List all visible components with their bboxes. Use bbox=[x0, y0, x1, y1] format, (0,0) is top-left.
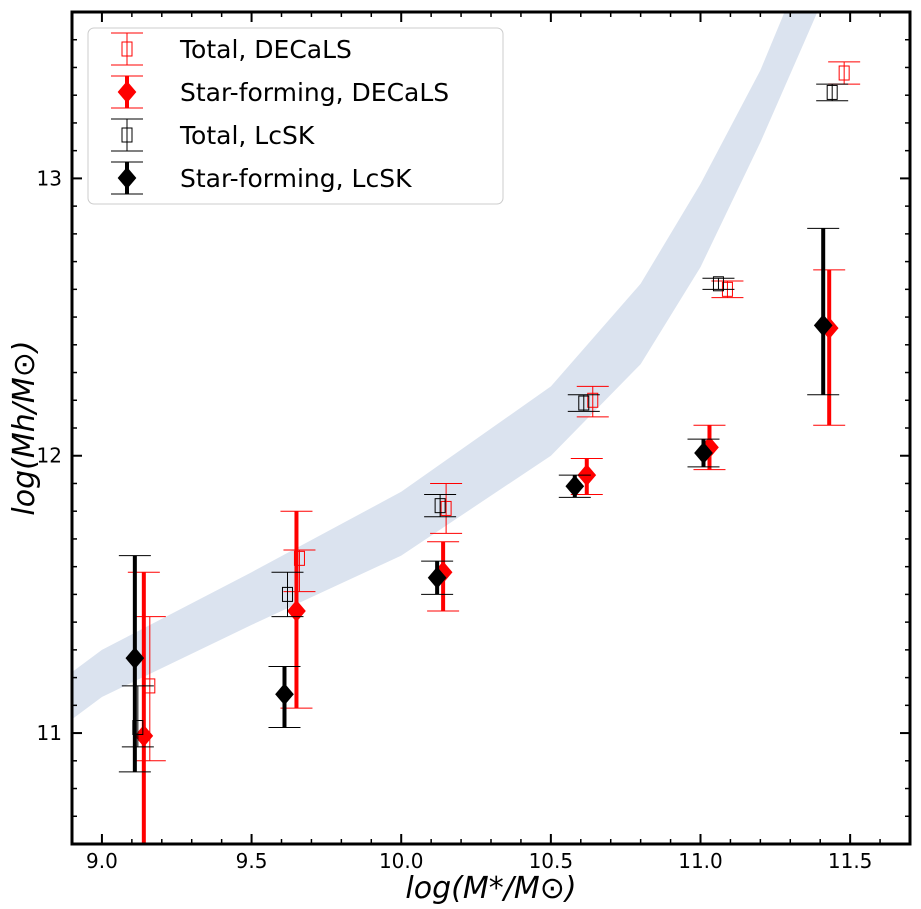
data-point bbox=[838, 65, 850, 81]
data-point bbox=[826, 84, 838, 100]
data-point bbox=[694, 441, 713, 464]
x-tick-label: 9.5 bbox=[236, 849, 268, 873]
legend-marker bbox=[121, 127, 133, 143]
y-tick-label: 13 bbox=[37, 166, 62, 190]
data-point bbox=[275, 683, 294, 706]
data-point bbox=[587, 392, 599, 408]
data-point bbox=[433, 561, 453, 584]
legend-marker bbox=[117, 167, 137, 189]
x-tick-label: 11.5 bbox=[828, 849, 873, 873]
legend-item: Total, LcSK bbox=[111, 118, 315, 152]
x-tick-label: 10.5 bbox=[529, 849, 574, 873]
tick-labels: 9.0 9.5 10.0 10.5 11.0 11.5 11 12 13 bbox=[37, 166, 873, 873]
data-point bbox=[813, 314, 833, 337]
data-point bbox=[293, 550, 305, 566]
y-tick-label: 11 bbox=[37, 721, 62, 745]
plot-frame bbox=[70, 10, 912, 846]
series-star-forming-lcsk bbox=[118, 227, 840, 773]
series-total-lcsk bbox=[121, 83, 849, 748]
legend: Total, DECaLS Star-forming, DECaLS Total, … bbox=[87, 27, 504, 205]
data-point bbox=[281, 586, 293, 602]
band-layer bbox=[72, 12, 818, 720]
data-point bbox=[440, 500, 452, 516]
legend-item: Star-forming, DECaLS bbox=[111, 75, 449, 109]
data-point bbox=[578, 395, 590, 411]
data-point bbox=[434, 498, 446, 514]
data-point bbox=[712, 276, 724, 292]
series-layer bbox=[118, 61, 861, 844]
legend-item: Total, DECaLS bbox=[111, 32, 352, 66]
y-tick-label: 12 bbox=[37, 444, 62, 468]
data-point bbox=[134, 724, 154, 747]
legend-label: Star-forming, LcSK bbox=[180, 164, 412, 193]
data-point bbox=[132, 720, 144, 736]
legend-label: Total, LcSK bbox=[179, 121, 315, 150]
legend-label: Total, DECaLS bbox=[179, 35, 352, 64]
x-tick-label: 9.0 bbox=[86, 849, 118, 873]
legend-label: Star-forming, DECaLS bbox=[180, 78, 449, 107]
y-axis-title: log(Mh/M⊙) bbox=[7, 340, 42, 515]
x-tick-label: 10.0 bbox=[379, 849, 424, 873]
legend-marker bbox=[117, 81, 137, 103]
data-point bbox=[565, 475, 585, 498]
x-tick-label: 11.0 bbox=[678, 849, 723, 873]
model-band bbox=[72, 12, 818, 720]
series-star-forming-decals bbox=[127, 269, 846, 844]
data-point bbox=[427, 566, 447, 589]
data-point bbox=[125, 647, 145, 670]
legend-box bbox=[87, 27, 504, 205]
x-axis-title: log(M*/M⊙) bbox=[405, 871, 576, 906]
legend-item: Star-forming, LcSK bbox=[111, 161, 412, 195]
legend-marker bbox=[121, 41, 133, 57]
series-total-decals bbox=[133, 61, 861, 762]
